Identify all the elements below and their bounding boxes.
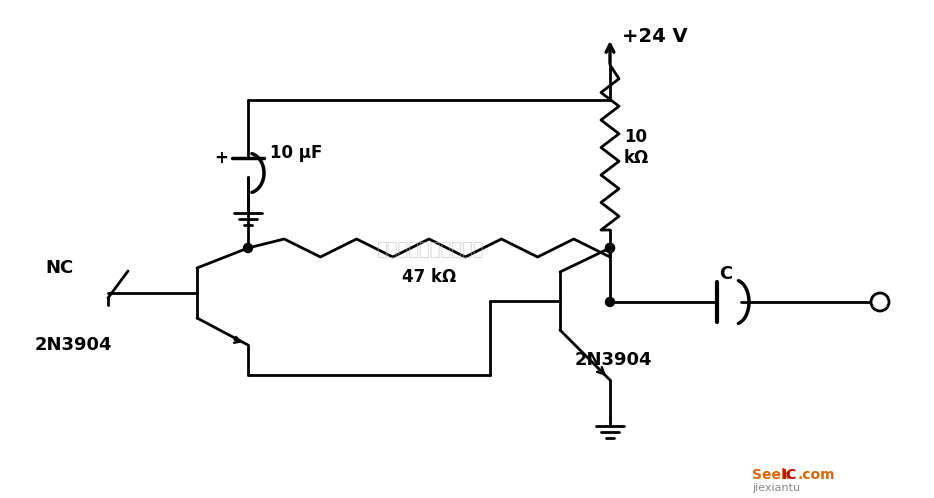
Circle shape [871,293,889,311]
Circle shape [605,244,615,252]
Circle shape [605,297,615,306]
Text: jiexiantu: jiexiantu [752,483,800,493]
Text: .com: .com [798,468,836,482]
Text: 10
kΩ: 10 kΩ [624,128,649,167]
Circle shape [244,244,252,252]
Text: +: + [214,149,228,167]
Text: 47 kΩ: 47 kΩ [402,268,456,286]
Circle shape [605,244,615,252]
Text: +24 V: +24 V [622,26,687,45]
Text: IC: IC [782,468,798,482]
Text: 2N3904: 2N3904 [575,351,653,369]
Text: 2N3904: 2N3904 [35,336,112,354]
Text: NC: NC [45,259,73,277]
Text: 杭州祥富科技有限公司: 杭州祥富科技有限公司 [376,241,484,259]
Text: C: C [719,265,732,283]
Text: Seek: Seek [752,468,790,482]
Text: 10 μF: 10 μF [270,144,322,162]
